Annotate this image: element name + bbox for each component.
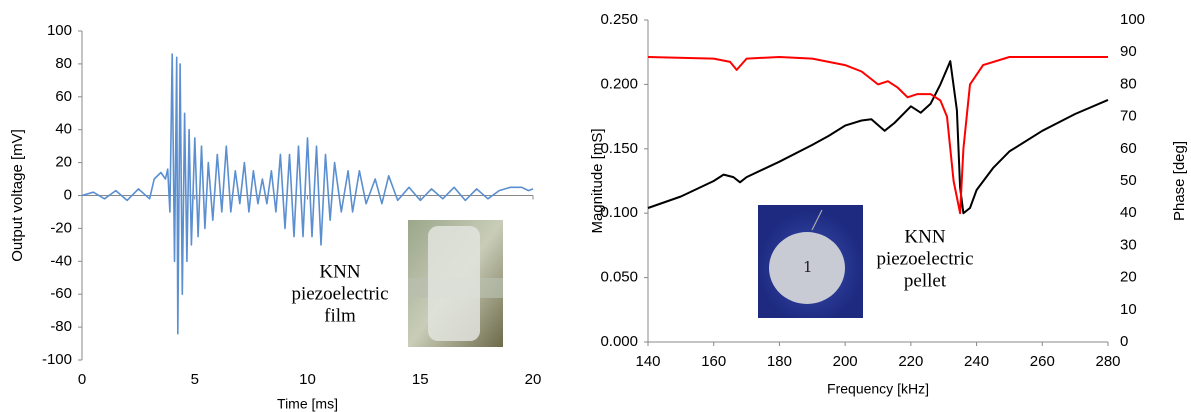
y2-tick-label: 40 [1120,204,1137,221]
y-tick-label: 100 [47,22,72,39]
y-tick-label: -40 [50,252,72,269]
y2-tick-label: 10 [1120,301,1137,318]
x-tick-label: 0 [78,371,86,388]
y-tick-label: 20 [55,154,72,171]
x-tick-label: 20 [525,371,542,388]
y2-tick-label: 90 [1120,43,1137,60]
y2-tick-label: 100 [1120,11,1145,28]
x-tick-label: 5 [191,371,199,388]
y2-axis-label: Phase [deg] [1171,141,1188,221]
y2-tick-label: 60 [1120,140,1137,157]
x-tick-label: 15 [412,371,429,388]
y-tick-label: -100 [42,351,72,368]
svg-text:1: 1 [803,258,813,276]
pellet-photo: 1 [758,205,863,318]
y-tick-label: -80 [50,318,72,335]
y-axis-label: Magnitude [mS] [589,128,606,233]
x-tick-label: 220 [898,353,923,370]
x-tick-label: 10 [299,371,316,388]
data-line [647,60,1109,215]
y-tick-label: 0.250 [600,11,638,28]
y2-tick-label: 50 [1120,172,1137,189]
y-tick-label: -20 [50,219,72,236]
x-tick-label: 200 [833,353,858,370]
annotation: KNN [904,226,945,247]
annotation: film [324,305,356,326]
data-line [647,56,1108,215]
y2-tick-label: 30 [1120,236,1137,253]
x-tick-label: 240 [964,353,989,370]
y-tick-label: 0.000 [600,333,638,350]
y-tick-label: 60 [55,88,72,105]
annotation: piezoelectric [291,283,388,304]
y-tick-label: 0.200 [600,75,638,92]
y-tick-label: 0.150 [600,140,638,157]
film-photo [408,220,503,347]
y2-tick-label: 70 [1120,108,1137,125]
x-axis-label: Frequency [kHz] [827,381,929,397]
y2-tick-label: 20 [1120,269,1137,286]
x-tick-label: 180 [767,353,792,370]
y-tick-label: 0.050 [600,269,638,286]
data-line [81,53,534,335]
x-tick-label: 140 [635,353,660,370]
x-tick-label: 260 [1030,353,1055,370]
x-axis-label: Time [ms] [277,396,338,412]
y-tick-label: 0 [64,186,72,203]
y-tick-label: -60 [50,285,72,302]
x-tick-label: 280 [1095,353,1120,370]
y2-tick-label: 80 [1120,75,1137,92]
annotation: pellet [904,270,947,291]
y-axis-label: Output voltage [mV] [9,129,26,262]
y-tick-label: 80 [55,55,72,72]
y2-tick-label: 0 [1120,333,1128,350]
y-tick-label: 0.100 [600,204,638,221]
annotation: piezoelectric [876,248,973,269]
x-tick-label: 160 [701,353,726,370]
annotation: KNN [319,261,360,282]
y-tick-label: 40 [55,121,72,138]
